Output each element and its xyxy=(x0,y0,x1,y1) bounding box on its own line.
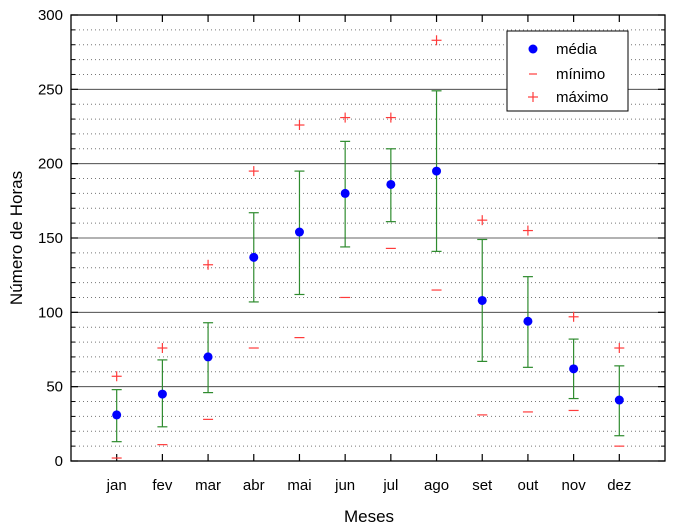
legend-box xyxy=(506,30,629,112)
legend-label-minimo: mínimo xyxy=(556,66,605,83)
mean-point-dez xyxy=(614,395,624,405)
axes-layer: 0 50 100 150 200 250 300 jan fev mar abr mai jun jul a… xyxy=(38,7,666,494)
mean-point-abr xyxy=(249,252,259,262)
x-tick-label-mai: mai xyxy=(287,477,311,494)
mean-point-mai xyxy=(294,227,304,237)
x-axis-title: Meses xyxy=(344,507,394,526)
y-axis-title: Número de Horas xyxy=(7,171,26,305)
y-tick-label: 150 xyxy=(38,230,63,247)
mean-point-set xyxy=(477,295,487,305)
x-tick-label-jun: jun xyxy=(334,477,355,494)
mean-point-ago xyxy=(432,166,442,176)
legend-label-media: média xyxy=(556,41,598,58)
legend-symbol-media xyxy=(528,44,538,54)
x-tick-label-out: out xyxy=(517,477,539,494)
y-tick-label: 200 xyxy=(38,156,63,173)
x-tick-label-nov: nov xyxy=(562,477,587,494)
mean-point-jul xyxy=(386,179,396,189)
mean-point-jan xyxy=(112,410,122,420)
x-tick-label-jul: jul xyxy=(382,477,398,494)
y-tick-label: 300 xyxy=(38,7,63,24)
x-tick-label-mar: mar xyxy=(195,477,221,494)
y-tick-label: 100 xyxy=(38,304,63,321)
mean-point-mar xyxy=(203,352,213,362)
x-tick-label-jan: jan xyxy=(106,477,127,494)
grid-layer xyxy=(71,29,665,447)
x-tick-label-ago: ago xyxy=(424,477,449,494)
mean-point-jun xyxy=(340,188,350,198)
y-tick-label: 50 xyxy=(46,379,63,396)
x-tick-label-dez: dez xyxy=(607,477,631,494)
legend: média mínimo máximo xyxy=(506,30,629,112)
x-tick-label-fev: fev xyxy=(152,477,173,494)
legend-label-maximo: máximo xyxy=(556,89,609,106)
y-tick-label: 250 xyxy=(38,81,63,98)
x-tick-label-set: set xyxy=(472,477,493,494)
mean-point-fev xyxy=(157,389,167,399)
x-tick-label-abr: abr xyxy=(243,477,265,494)
mean-point-nov xyxy=(569,364,579,374)
marks-layer xyxy=(111,35,625,459)
y-tick-label: 0 xyxy=(55,453,63,470)
mean-point-out xyxy=(523,316,533,326)
